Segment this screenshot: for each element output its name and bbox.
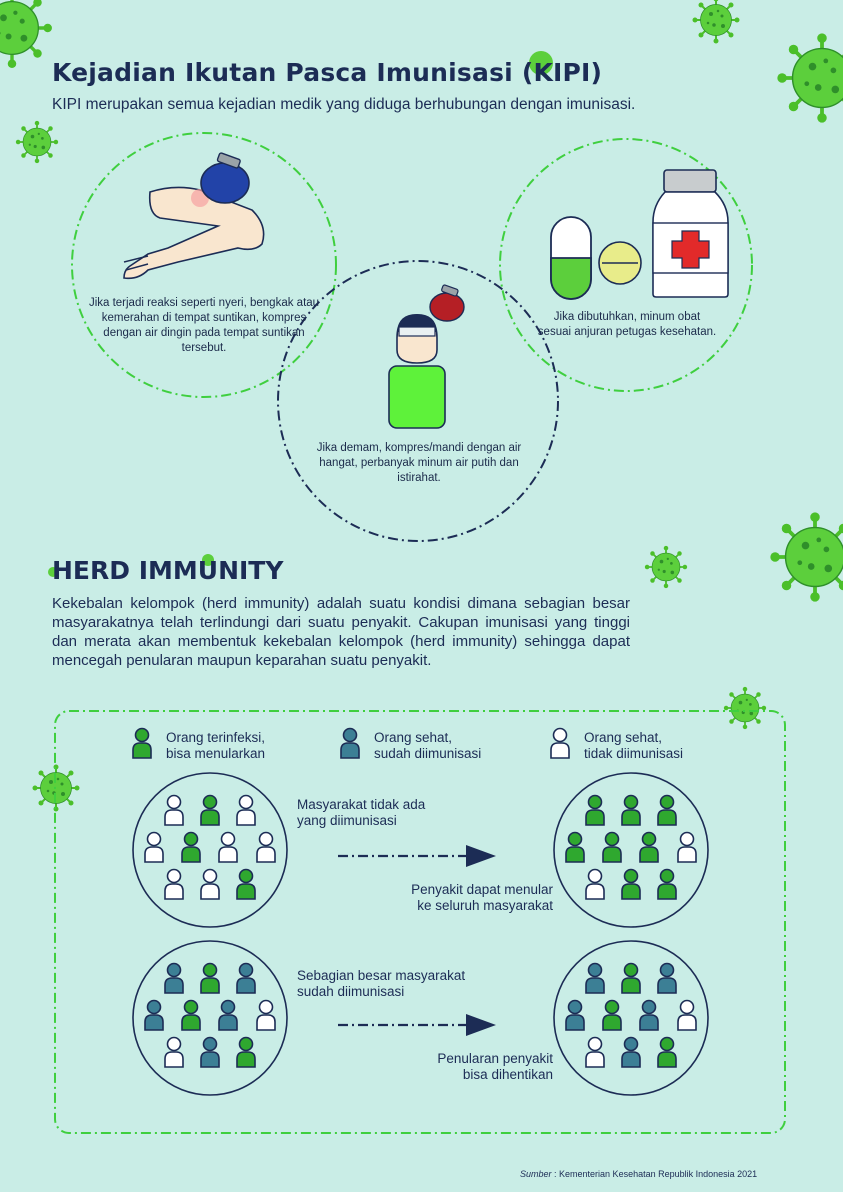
person-icon	[585, 868, 605, 900]
tip-circle-middle	[277, 260, 559, 542]
page-title: Kejadian Ikutan Pasca Imunisasi (KIPI)	[52, 58, 603, 87]
person-icon	[621, 1036, 641, 1068]
person-icon	[657, 868, 677, 900]
person-icon	[677, 831, 697, 863]
person-icon	[181, 831, 201, 863]
person-icon	[621, 794, 641, 826]
person-icon	[657, 794, 677, 826]
person-icon	[585, 962, 605, 994]
person-icon	[657, 1036, 677, 1068]
person-icon	[256, 999, 276, 1031]
person-icon	[200, 868, 220, 900]
person-icon	[639, 831, 659, 863]
scenario-1-result: Penyakit dapat menular ke seluruh masyara…	[411, 882, 553, 913]
person-icon	[164, 962, 184, 994]
legend-infected: Orang terinfeksi, bisa menularkan	[166, 730, 266, 761]
person-icon	[200, 794, 220, 826]
legend-immunized: Orang sehat, sudah diimunisasi	[374, 730, 482, 761]
fever-person-illustration	[388, 284, 465, 429]
person-icon	[218, 831, 238, 863]
scenario-1-condition: Masyarakat tidak ada yang diimunisasi	[297, 797, 426, 828]
person-icon	[236, 794, 256, 826]
person-icon	[164, 868, 184, 900]
tip-circle-left	[71, 132, 337, 398]
person-icon	[621, 962, 641, 994]
person-icon	[585, 1036, 605, 1068]
tip-circle-right	[499, 138, 753, 392]
person-icon	[602, 831, 622, 863]
legend-not-immunized: Orang sehat, tidak diimunisasi	[584, 730, 684, 761]
person-icon	[236, 1036, 256, 1068]
person-icon	[144, 999, 164, 1031]
scenario-2-result: Penularan penyakit bisa dihentikan	[437, 1051, 553, 1082]
source-note: Sumber : Kementerian Kesehatan Republik …	[520, 1169, 758, 1179]
person-icon	[256, 831, 276, 863]
person-icon	[677, 999, 697, 1031]
arrow-icon	[338, 845, 496, 1036]
tip-medicine: Jika dibutuhkan, minum obat sesuai anjur…	[537, 311, 717, 338]
tip-cold-compress: Jika terjadi reaksi seperti nyeri, bengk…	[88, 297, 320, 354]
scenario-2-condition: Sebagian besar masyarakat sudah diimunisa…	[297, 968, 466, 999]
tip-fever: Jika demam, kompres/mandi dengan air han…	[316, 442, 522, 484]
person-icon	[565, 831, 585, 863]
page-subtitle: KIPI merupakan semua kejadian medik yang…	[52, 96, 636, 113]
person-icon	[565, 999, 585, 1031]
person-icon	[144, 831, 164, 863]
person-icon	[602, 999, 622, 1031]
section-title-herd: HERD IMMUNITY	[52, 556, 284, 585]
person-icon	[164, 794, 184, 826]
person-icon	[236, 868, 256, 900]
person-icon	[181, 999, 201, 1031]
person-icon	[657, 962, 677, 994]
person-icon	[200, 1036, 220, 1068]
person-icon	[236, 962, 256, 994]
person-icon	[164, 1036, 184, 1068]
herd-description: Kekebalan kelompok (herd immunity) adala…	[52, 595, 630, 669]
person-icon	[639, 999, 659, 1031]
person-icon	[585, 794, 605, 826]
population-people	[144, 794, 697, 1068]
person-icon	[218, 999, 238, 1031]
medicine-illustration	[550, 169, 729, 300]
person-icon	[621, 868, 641, 900]
person-icon	[200, 962, 220, 994]
arm-ice-pack-illustration	[123, 152, 265, 280]
